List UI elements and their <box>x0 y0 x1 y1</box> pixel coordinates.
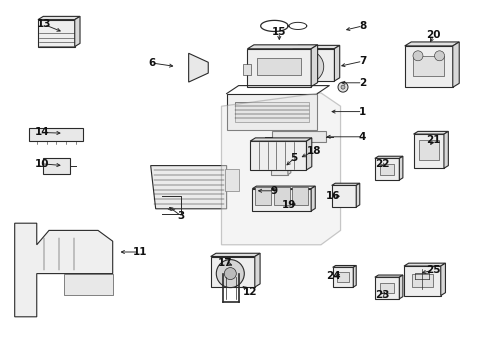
Polygon shape <box>441 263 445 296</box>
Bar <box>293 49 335 81</box>
Text: 14: 14 <box>34 127 49 138</box>
Text: 8: 8 <box>359 21 366 31</box>
Polygon shape <box>271 158 291 160</box>
Bar <box>252 189 311 211</box>
Text: 13: 13 <box>37 19 51 30</box>
Text: 18: 18 <box>306 146 321 156</box>
Bar <box>43 158 70 174</box>
Polygon shape <box>288 158 291 175</box>
Bar <box>250 141 307 170</box>
Polygon shape <box>293 45 340 49</box>
Polygon shape <box>252 186 315 189</box>
Polygon shape <box>404 263 445 266</box>
Bar <box>405 46 453 87</box>
Polygon shape <box>250 138 312 141</box>
Text: 6: 6 <box>148 58 155 68</box>
Polygon shape <box>356 183 360 207</box>
Bar <box>243 64 251 75</box>
Circle shape <box>224 267 236 280</box>
Text: 15: 15 <box>272 27 287 37</box>
Polygon shape <box>333 266 356 267</box>
Polygon shape <box>375 275 403 277</box>
Polygon shape <box>399 156 403 180</box>
Bar <box>255 187 271 205</box>
Bar <box>257 58 301 75</box>
Bar <box>375 277 399 299</box>
Bar <box>274 187 290 205</box>
Bar <box>414 134 444 168</box>
Polygon shape <box>307 138 312 170</box>
Circle shape <box>167 200 176 210</box>
Bar <box>224 169 239 191</box>
Polygon shape <box>335 45 340 81</box>
Text: 2: 2 <box>359 78 366 88</box>
Bar <box>333 267 353 287</box>
Bar <box>247 49 311 86</box>
Polygon shape <box>15 223 113 317</box>
Text: 4: 4 <box>359 132 367 142</box>
Text: 21: 21 <box>426 135 441 145</box>
Text: 17: 17 <box>218 258 233 268</box>
Text: 11: 11 <box>132 247 147 257</box>
Polygon shape <box>405 42 459 46</box>
Circle shape <box>292 51 324 82</box>
Text: 20: 20 <box>426 30 441 40</box>
Polygon shape <box>255 253 260 287</box>
Bar <box>211 256 255 287</box>
Polygon shape <box>247 45 318 49</box>
Bar <box>29 128 83 141</box>
Polygon shape <box>332 183 360 185</box>
Bar <box>227 94 318 130</box>
Circle shape <box>216 260 245 288</box>
Bar <box>375 158 399 180</box>
Text: 5: 5 <box>291 153 297 163</box>
Text: 22: 22 <box>375 159 390 169</box>
Bar <box>404 266 441 296</box>
Bar <box>337 272 349 282</box>
Text: 10: 10 <box>34 159 49 169</box>
Circle shape <box>338 82 348 92</box>
Text: 16: 16 <box>326 191 341 201</box>
Text: 3: 3 <box>178 211 185 221</box>
Bar <box>272 131 326 142</box>
Polygon shape <box>444 131 448 168</box>
Text: 1: 1 <box>359 107 366 117</box>
Bar <box>380 164 394 175</box>
Polygon shape <box>311 45 318 86</box>
Text: 24: 24 <box>326 271 341 282</box>
Text: 12: 12 <box>243 287 257 297</box>
Bar <box>38 19 75 46</box>
Bar <box>413 56 444 76</box>
Polygon shape <box>453 42 459 87</box>
Bar <box>412 274 433 287</box>
Polygon shape <box>211 253 260 256</box>
Polygon shape <box>221 93 341 245</box>
Polygon shape <box>151 166 227 209</box>
Text: 19: 19 <box>282 200 296 210</box>
Bar <box>293 187 308 205</box>
Text: 25: 25 <box>426 265 441 275</box>
Polygon shape <box>189 53 208 82</box>
Polygon shape <box>353 266 356 287</box>
Bar <box>271 160 288 175</box>
Text: 9: 9 <box>271 186 278 196</box>
Text: 7: 7 <box>359 56 367 66</box>
Polygon shape <box>311 186 315 211</box>
Circle shape <box>413 51 423 61</box>
Polygon shape <box>375 156 403 158</box>
Bar <box>380 283 394 293</box>
Polygon shape <box>75 16 80 46</box>
Polygon shape <box>64 274 113 295</box>
Text: 23: 23 <box>375 290 390 300</box>
Bar <box>235 102 309 122</box>
Polygon shape <box>414 131 448 134</box>
Bar <box>332 185 356 207</box>
Circle shape <box>435 51 444 61</box>
Circle shape <box>341 85 345 89</box>
Bar <box>419 140 439 160</box>
Polygon shape <box>399 275 403 299</box>
Polygon shape <box>38 16 80 19</box>
